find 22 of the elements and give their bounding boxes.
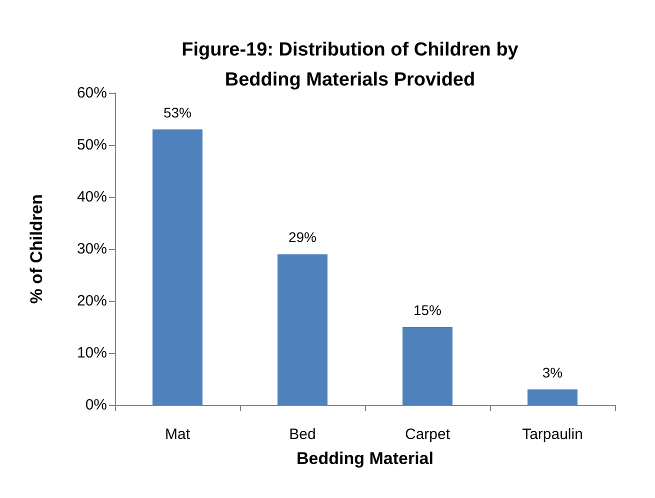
y-tick-label: 10% — [76, 344, 107, 362]
data-label: 3% — [542, 364, 563, 380]
data-label: 53% — [163, 104, 192, 120]
y-tick-label: 50% — [76, 136, 107, 154]
bar — [528, 389, 578, 405]
y-tick-label: 0% — [85, 396, 107, 414]
y-tick-label: 20% — [76, 292, 107, 310]
x-tick-label: Tarpaulin — [522, 426, 583, 443]
bar — [278, 254, 328, 405]
bar — [152, 129, 202, 405]
y-tick-label: 60% — [76, 84, 107, 102]
y-axis-title: % of Children — [27, 194, 46, 304]
chart-title: Figure-19: Distribution of Children by Bedding Materials Provided — [182, 40, 519, 90]
x-tick-label: Carpet — [404, 426, 451, 443]
x-tick-label: Mat — [164, 426, 191, 443]
y-tick-label: 40% — [76, 188, 107, 206]
bar — [402, 327, 452, 405]
x-tick-label: Bed — [289, 426, 316, 443]
data-label: 15% — [413, 302, 442, 318]
y-tick-label: 30% — [76, 240, 107, 258]
x-axis-title: Bedding Material — [296, 449, 434, 468]
data-label: 29% — [288, 229, 317, 246]
